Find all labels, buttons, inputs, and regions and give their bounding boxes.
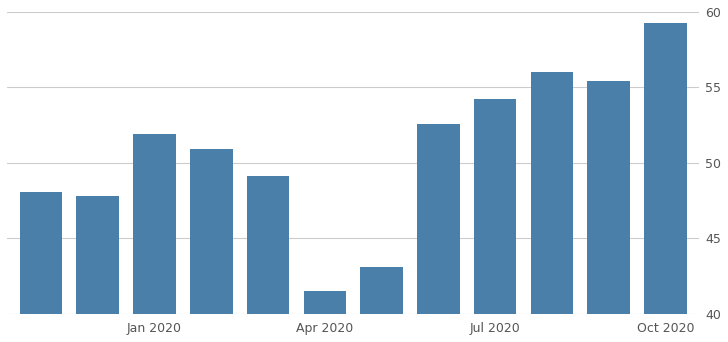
Bar xyxy=(417,123,459,314)
Bar xyxy=(644,23,687,314)
Bar xyxy=(474,100,516,314)
Bar xyxy=(304,291,346,314)
Bar xyxy=(587,81,630,314)
Bar xyxy=(133,134,176,314)
Bar xyxy=(360,267,403,314)
Bar xyxy=(531,72,573,314)
Bar xyxy=(190,149,232,314)
Bar xyxy=(20,192,63,314)
Bar xyxy=(247,176,289,314)
Bar xyxy=(76,196,119,314)
